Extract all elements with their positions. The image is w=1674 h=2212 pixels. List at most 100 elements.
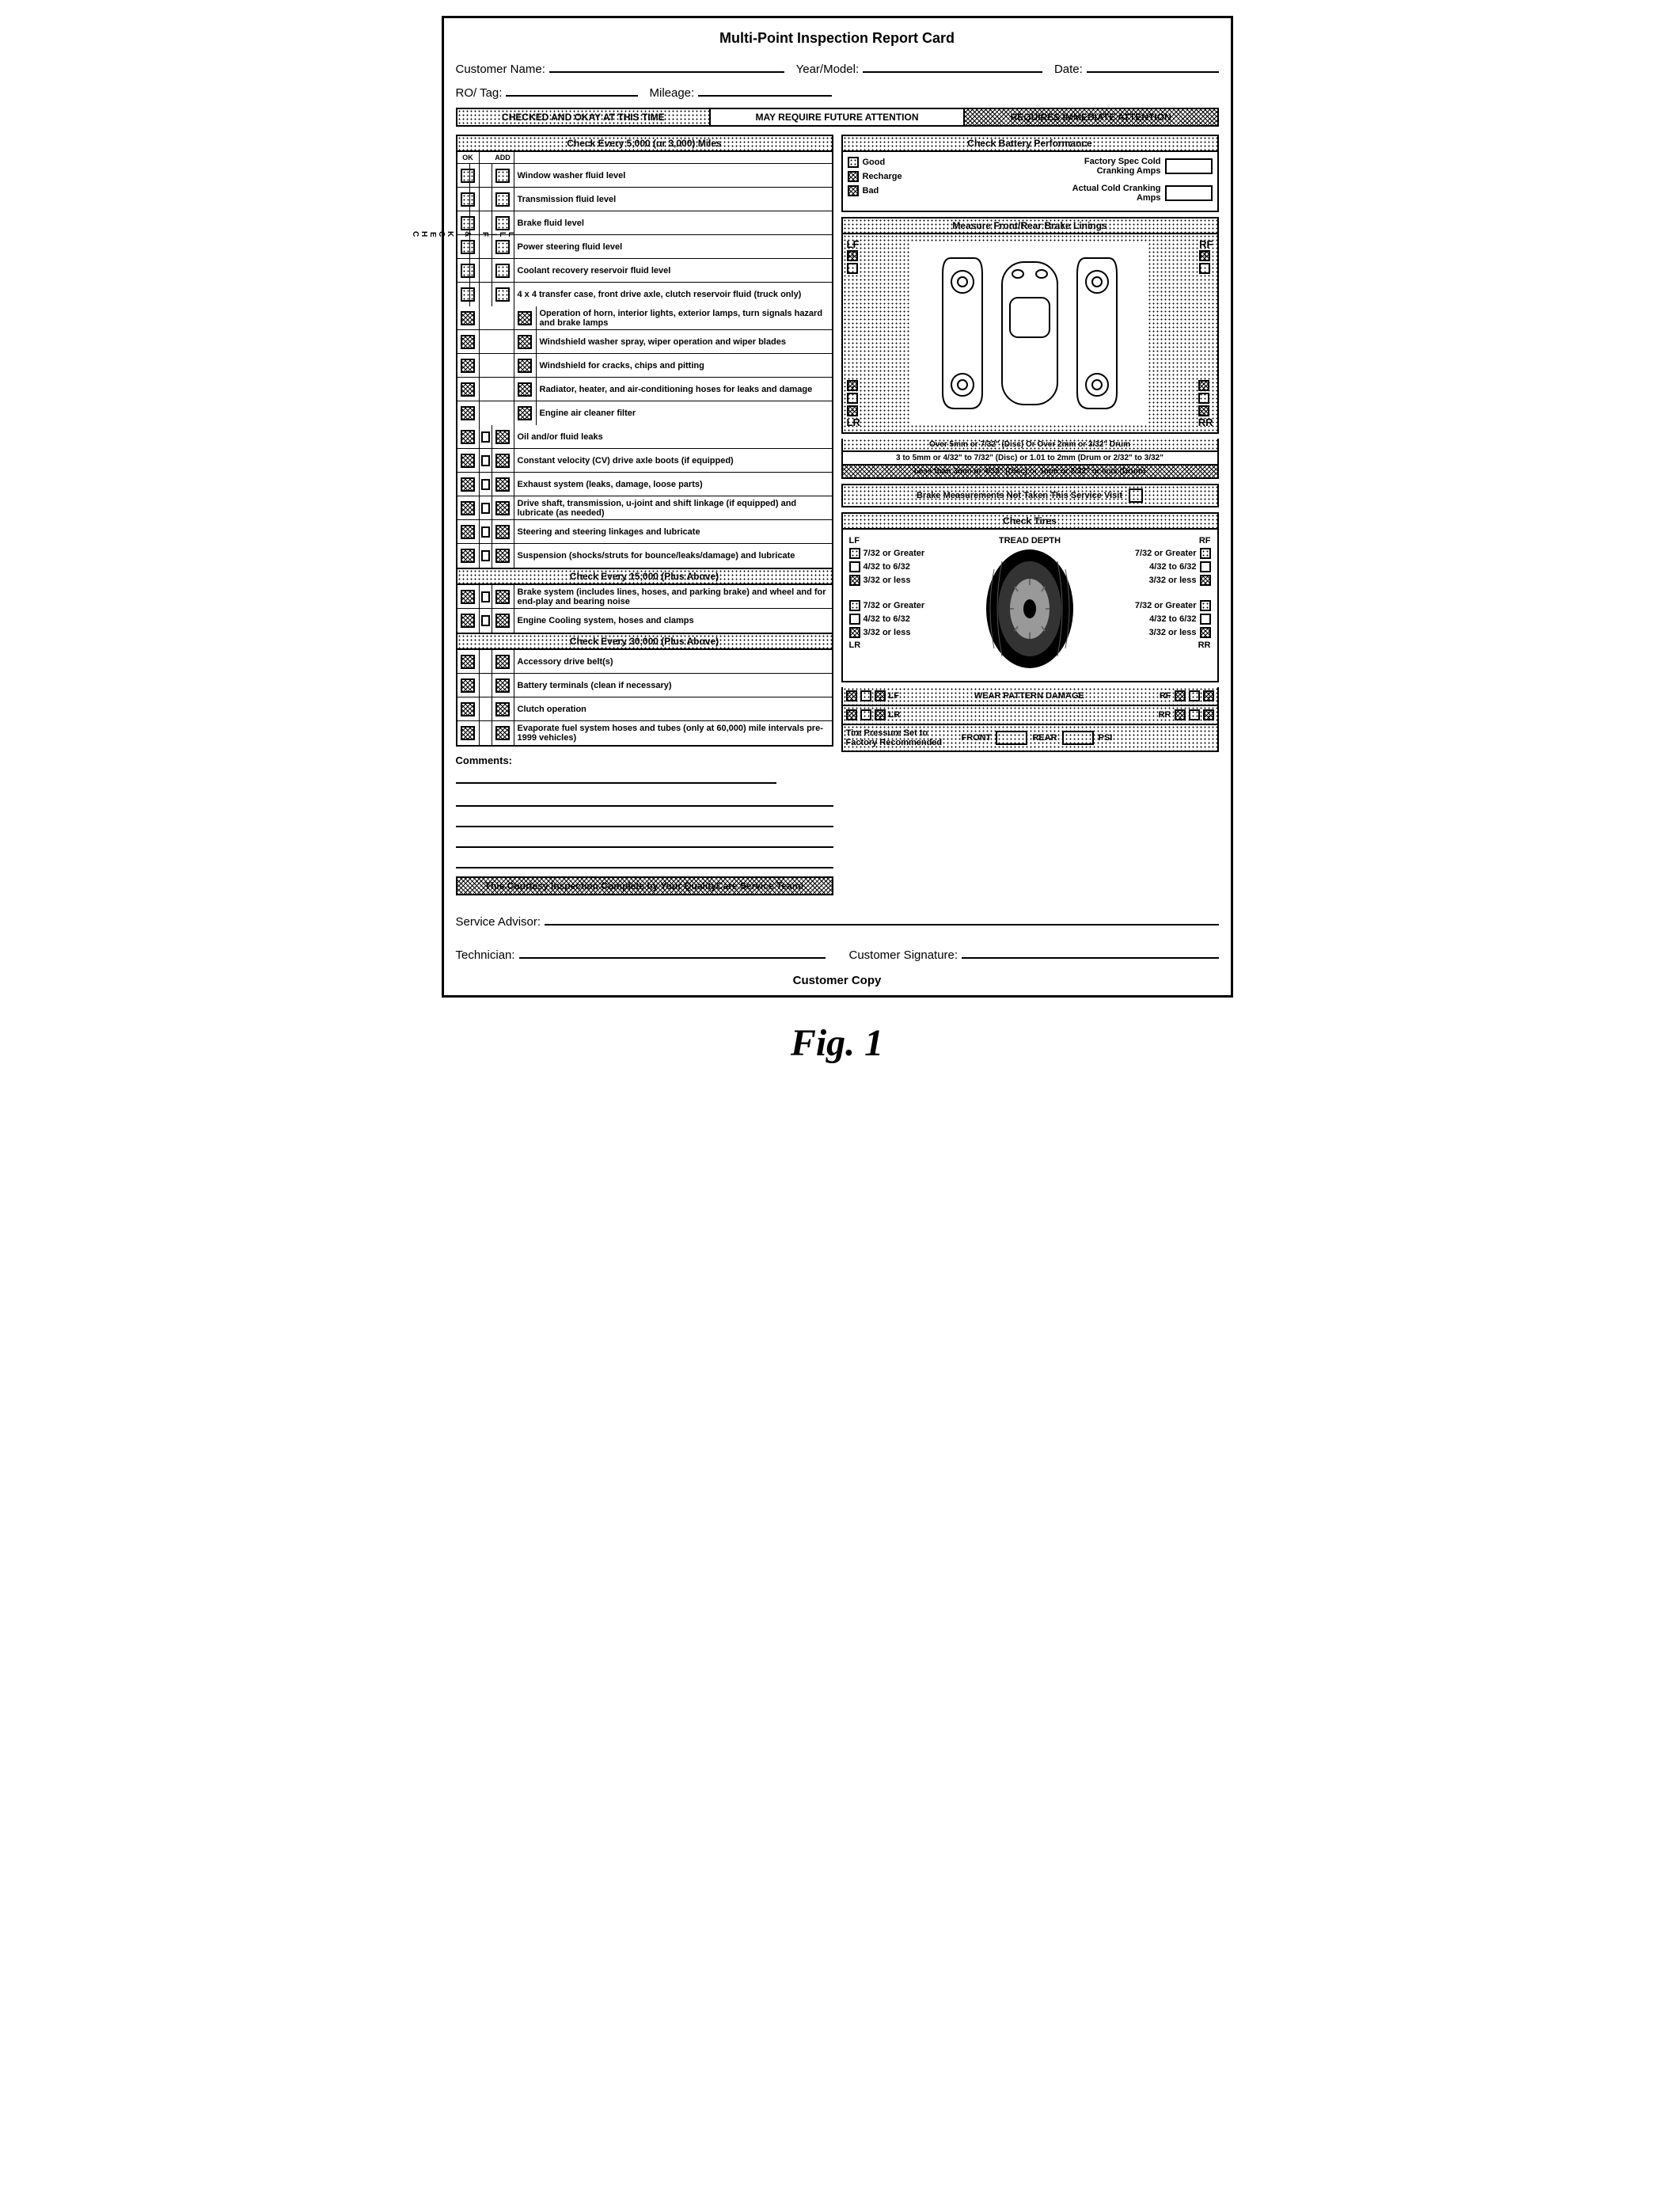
- comment-line[interactable]: [456, 851, 833, 868]
- attn-box[interactable]: [495, 454, 510, 468]
- ok-box[interactable]: [461, 335, 475, 349]
- mid-box[interactable]: [481, 550, 490, 561]
- lf-box[interactable]: [847, 263, 858, 274]
- ok-box[interactable]: [461, 311, 475, 325]
- rr-box[interactable]: [1198, 393, 1209, 404]
- rr-box[interactable]: [1198, 380, 1209, 391]
- wear-rr-box2[interactable]: [1189, 709, 1200, 720]
- ok-box[interactable]: [461, 678, 475, 693]
- attn-box[interactable]: [518, 359, 532, 373]
- rr-4-box[interactable]: [1200, 614, 1211, 625]
- lf-4-box[interactable]: [849, 561, 860, 572]
- wear-lf-box3[interactable]: [875, 690, 886, 701]
- attn-box[interactable]: [495, 702, 510, 716]
- comment-line[interactable]: [456, 789, 833, 807]
- wear-lf-box2[interactable]: [860, 690, 871, 701]
- attn-box[interactable]: [495, 726, 510, 740]
- attn-box[interactable]: [495, 525, 510, 539]
- rr-7-box[interactable]: [1200, 600, 1211, 611]
- wear-lf-box[interactable]: [846, 690, 857, 701]
- wear-lr-box3[interactable]: [875, 709, 886, 720]
- mid-box[interactable]: [481, 431, 490, 443]
- mileage-input[interactable]: [698, 82, 831, 97]
- lf-box[interactable]: [847, 250, 858, 261]
- comment-line[interactable]: [456, 766, 776, 784]
- lr-3-box[interactable]: [849, 627, 860, 638]
- attn-box[interactable]: [495, 590, 510, 604]
- add-box[interactable]: [495, 287, 510, 302]
- ok-box[interactable]: [461, 382, 475, 397]
- ok-box[interactable]: [461, 454, 475, 468]
- comment-line[interactable]: [456, 810, 833, 827]
- lr-box[interactable]: [847, 380, 858, 391]
- wear-lr-box2[interactable]: [860, 709, 871, 720]
- customer-name-input[interactable]: [549, 59, 784, 73]
- ro-tag-input[interactable]: [506, 82, 637, 97]
- ok-box[interactable]: [461, 655, 475, 669]
- lr-7-box[interactable]: [849, 600, 860, 611]
- wear-rf-box[interactable]: [1175, 690, 1186, 701]
- attn-box[interactable]: [495, 477, 510, 492]
- rf-box[interactable]: [1199, 263, 1210, 274]
- attn-box[interactable]: [518, 406, 532, 420]
- ok-box[interactable]: [461, 359, 475, 373]
- ok-box[interactable]: [461, 702, 475, 716]
- mid-box[interactable]: [481, 526, 490, 538]
- mid-box[interactable]: [481, 615, 490, 626]
- attn-box[interactable]: [518, 311, 532, 325]
- lr-box[interactable]: [847, 405, 858, 416]
- lf-3-box[interactable]: [849, 575, 860, 586]
- add-box[interactable]: [495, 192, 510, 207]
- date-input[interactable]: [1087, 59, 1219, 73]
- front-psi-input[interactable]: [996, 731, 1027, 745]
- wear-rf-box3[interactable]: [1203, 690, 1214, 701]
- factory-cca-input[interactable]: [1165, 158, 1213, 174]
- attn-box[interactable]: [518, 335, 532, 349]
- lr-4-box[interactable]: [849, 614, 860, 625]
- attn-box[interactable]: [495, 549, 510, 563]
- ok-box[interactable]: [461, 549, 475, 563]
- mid-box[interactable]: [481, 479, 490, 490]
- customer-sig-input[interactable]: [962, 944, 1218, 959]
- attn-box[interactable]: [495, 678, 510, 693]
- battery-good-box[interactable]: [848, 157, 859, 168]
- ok-box[interactable]: [461, 501, 475, 515]
- rf-4-box[interactable]: [1200, 561, 1211, 572]
- attn-box[interactable]: [495, 655, 510, 669]
- rr-box[interactable]: [1198, 405, 1209, 416]
- mid-box[interactable]: [481, 591, 490, 602]
- battery-bad-box[interactable]: [848, 185, 859, 196]
- rf-7-box[interactable]: [1200, 548, 1211, 559]
- wear-rr-box[interactable]: [1175, 709, 1186, 720]
- mid-box[interactable]: [481, 503, 490, 514]
- attn-box[interactable]: [495, 430, 510, 444]
- wear-rr-box3[interactable]: [1203, 709, 1214, 720]
- rr-3-box[interactable]: [1200, 627, 1211, 638]
- mid-box[interactable]: [481, 455, 490, 466]
- ok-box[interactable]: [461, 430, 475, 444]
- add-box[interactable]: [495, 216, 510, 230]
- ok-box[interactable]: [461, 726, 475, 740]
- lr-box[interactable]: [847, 393, 858, 404]
- year-model-input[interactable]: [863, 59, 1042, 73]
- rf-3-box[interactable]: [1200, 575, 1211, 586]
- battery-recharge-box[interactable]: [848, 171, 859, 182]
- ok-box[interactable]: [461, 525, 475, 539]
- ok-box[interactable]: [461, 477, 475, 492]
- technician-input[interactable]: [519, 944, 826, 959]
- attn-box[interactable]: [495, 614, 510, 628]
- add-box[interactable]: [495, 169, 510, 183]
- advisor-input[interactable]: [545, 911, 1218, 925]
- add-box[interactable]: [495, 264, 510, 278]
- ok-box[interactable]: [461, 406, 475, 420]
- rear-psi-input[interactable]: [1062, 731, 1094, 745]
- rf-box[interactable]: [1199, 250, 1210, 261]
- not-taken-box[interactable]: [1129, 488, 1143, 503]
- lf-7-box[interactable]: [849, 548, 860, 559]
- add-box[interactable]: [495, 240, 510, 254]
- wear-lr-box[interactable]: [846, 709, 857, 720]
- comment-line[interactable]: [456, 830, 833, 848]
- attn-box[interactable]: [518, 382, 532, 397]
- actual-cca-input[interactable]: [1165, 185, 1213, 201]
- ok-box[interactable]: [461, 614, 475, 628]
